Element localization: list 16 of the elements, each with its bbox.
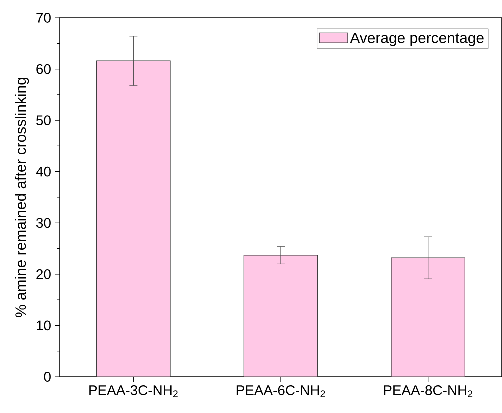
bar: [391, 258, 466, 377]
legend-label: Average percentage: [350, 32, 484, 46]
bar: [244, 255, 318, 377]
x-tick-label: PEAA-3C-NH$_{2}$: [90, 386, 178, 398]
bar: [96, 60, 171, 377]
y-tick-label: 50: [36, 116, 51, 126]
x-tick-label: PEAA-8C-NH$_{2}$: [384, 386, 473, 398]
x-tick-label: PEAA-6C-NH$_{2}$: [236, 386, 326, 398]
y-tick-label: 10: [37, 320, 51, 331]
y-tick-label: 60: [36, 64, 51, 74]
y-tick-label: 70: [36, 13, 51, 23]
y-tick-label: 0: [44, 372, 51, 382]
y-tick-label: 30: [36, 218, 51, 228]
y-axis-title: % amine remained after crosslinking: [15, 78, 30, 318]
y-tick-label: 40: [36, 166, 51, 177]
y-tick-label: 20: [36, 269, 51, 280]
